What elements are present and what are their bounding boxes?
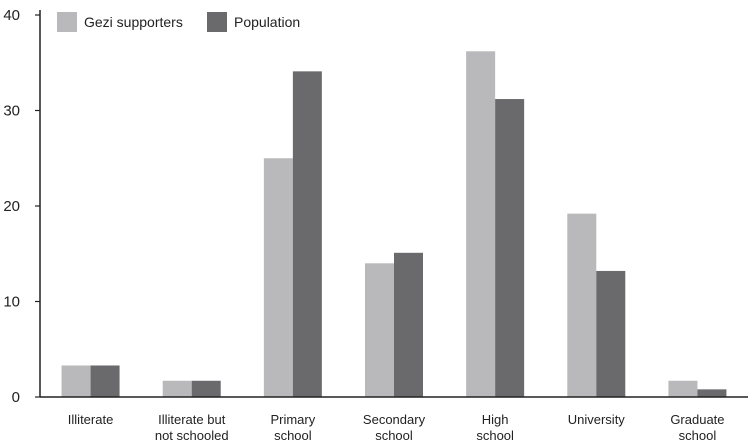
x-axis: Illiterate Illiterate but not schooled Prim… [40, 396, 748, 443]
x-tick-label: University [568, 412, 626, 427]
y-tick-label: 20 [3, 198, 20, 215]
y-tick-label: 40 [3, 7, 20, 24]
bar-gezi-supporters [162, 380, 192, 397]
x-tick-label: High school [476, 412, 514, 443]
y-tick-label: 10 [3, 294, 20, 311]
x-tick-label: Secondary school [363, 412, 426, 443]
y-tick-label: 0 [12, 389, 20, 406]
bar-population [394, 252, 423, 397]
legend-population-label: Population [234, 14, 300, 30]
legend-gezi-supporters-label: Gezi supporters [84, 14, 183, 30]
bar-gezi-supporters [365, 263, 394, 397]
bar-population [697, 389, 727, 397]
x-tick-label: Primary school [270, 412, 315, 443]
bar-gezi-supporters [567, 213, 597, 397]
x-tick-label: Illiterate [68, 412, 114, 427]
bar-gezi-supporters [668, 380, 698, 397]
legend-gezi-supporters-swatch [57, 12, 77, 32]
bar-population [191, 380, 221, 397]
y-axis: 0 10 20 30 40 [3, 7, 41, 406]
bar-population [495, 99, 525, 397]
y-tick-label: 30 [3, 103, 20, 120]
bar-population [90, 365, 120, 397]
legend-population-swatch [207, 12, 227, 32]
bar-gezi-supporters [466, 51, 496, 397]
x-tick-label: Illiterate but not schooled [155, 412, 229, 443]
bar-gezi-supporters [263, 158, 293, 397]
legend: Gezi supporters Population [57, 12, 300, 32]
bar-gezi-supporters [61, 365, 91, 397]
x-tick-label: Graduate school [670, 412, 724, 443]
bar-population [292, 71, 322, 397]
bars [61, 51, 727, 397]
bar-population [596, 270, 626, 397]
